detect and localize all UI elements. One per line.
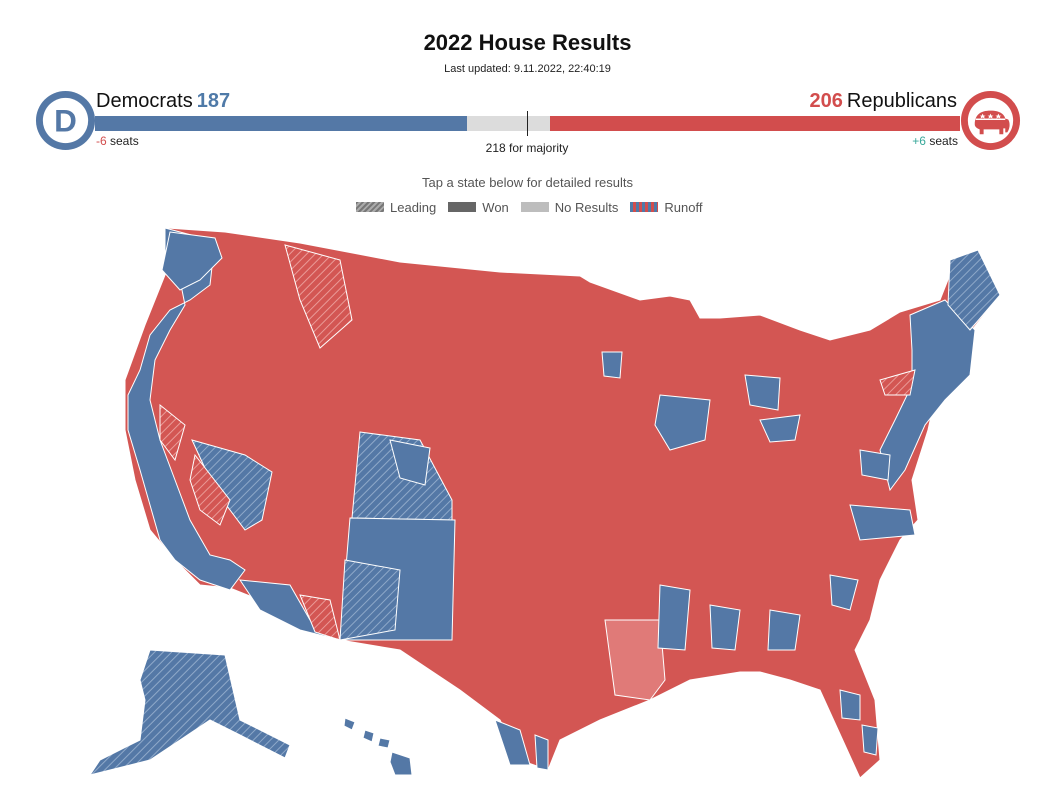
democrats-seat-count: 187: [196, 90, 231, 112]
california-central-leading[interactable]: [189, 453, 231, 526]
republican-elephant-icon: [960, 90, 1021, 151]
democrats-bar-fill: [95, 116, 467, 131]
democrats-seat-change: -6 seats: [96, 134, 139, 148]
democrat-logo-icon: D: [35, 90, 96, 151]
democrats-header: Democrats 187: [96, 90, 230, 113]
majority-marker: [527, 111, 528, 136]
florida-dem[interactable]: [839, 689, 861, 721]
republicans-bar-fill: [550, 116, 960, 131]
georgia-dem[interactable]: [767, 609, 801, 651]
alaska-leading[interactable]: [88, 649, 291, 776]
colorado-dem[interactable]: [389, 439, 431, 486]
republicans-seat-change: +6 seats: [912, 134, 958, 148]
democrats-change-suffix: seats: [106, 134, 139, 148]
baltimore-dc-dem[interactable]: [859, 449, 891, 481]
no-results-swatch-icon: [520, 202, 549, 212]
legend-no-results: No Results: [520, 200, 618, 215]
alabama-dem[interactable]: [709, 604, 741, 651]
texas-coast-dem[interactable]: [534, 734, 549, 771]
republicans-header: 206 Republicans: [810, 90, 957, 113]
atlanta-dem[interactable]: [829, 574, 859, 611]
arkansas-louisiana-area[interactable]: [604, 619, 666, 701]
legend-won: Won: [448, 200, 509, 215]
ohio-dem[interactable]: [759, 414, 801, 443]
california-north-leading[interactable]: [159, 403, 186, 462]
virginia-nc-dem[interactable]: [849, 504, 916, 541]
maine-leading[interactable]: [947, 249, 1001, 331]
runoff-swatch-icon: [630, 202, 659, 212]
arizona-leading[interactable]: [299, 594, 341, 641]
us-house-results-map[interactable]: [40, 218, 1015, 798]
legend-leading: Leading: [356, 200, 436, 215]
republicans-seat-count: 206: [809, 90, 843, 112]
minneapolis-dem[interactable]: [601, 351, 623, 379]
democrats-change-value: -6: [96, 134, 107, 148]
seattle-dem[interactable]: [161, 231, 223, 291]
new-york-leading[interactable]: [879, 369, 916, 396]
idaho-leading[interactable]: [284, 244, 353, 349]
legend-runoff: Runoff: [630, 200, 702, 215]
democrats-label: Democrats: [96, 90, 193, 112]
last-updated: Last updated: 9.11.2022, 22:40:19: [444, 63, 611, 75]
new-mexico-leading[interactable]: [339, 559, 401, 641]
michigan-dem[interactable]: [744, 374, 781, 411]
leading-swatch-icon: [356, 202, 384, 212]
majority-label: 218 for majority: [485, 141, 569, 155]
map-hint: Tap a state below for detailed results: [421, 175, 633, 190]
republicans-change-suffix: seats: [925, 134, 958, 148]
republicans-change-value: +6: [912, 134, 926, 148]
memphis-dem[interactable]: [657, 584, 691, 651]
florida-south-dem[interactable]: [861, 724, 879, 756]
republicans-label: Republicans: [846, 90, 957, 112]
democrat-logo-letter: D: [54, 102, 77, 138]
won-swatch-icon: [448, 202, 477, 212]
west-coast-dem[interactable]: [127, 227, 246, 591]
map-legend: Leading Won No Results Runoff: [356, 199, 714, 215]
chicago-dem[interactable]: [654, 394, 711, 451]
hawaii-dem[interactable]: [343, 717, 413, 776]
texas-south-dem[interactable]: [494, 719, 531, 766]
page-title: 2022 House Results: [423, 30, 632, 55]
